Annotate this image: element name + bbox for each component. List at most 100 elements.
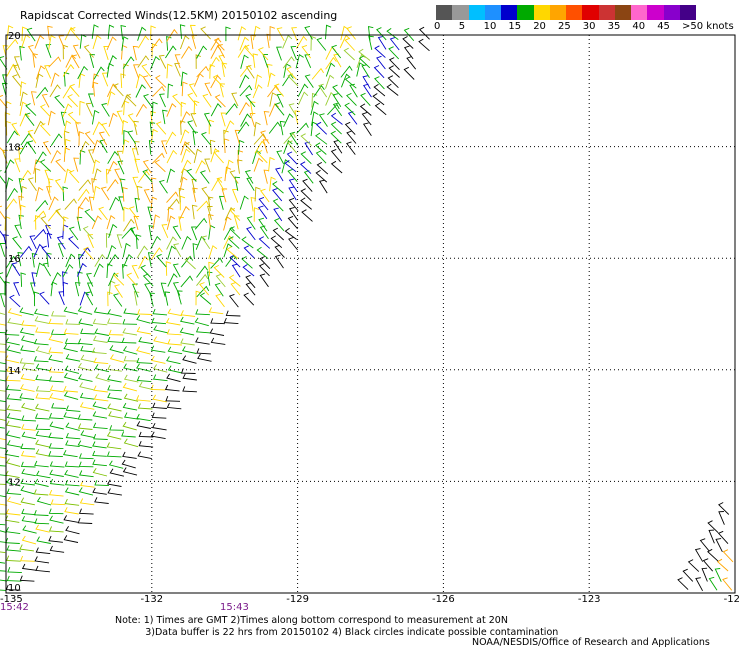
wind-barb	[402, 36, 414, 49]
wind-barb	[18, 214, 24, 230]
legend-label: 35	[607, 21, 621, 32]
wind-barb	[245, 65, 255, 79]
wind-barb	[221, 188, 228, 203]
wind-barb	[344, 102, 356, 116]
wind-barb	[20, 443, 36, 450]
wind-barb	[152, 374, 168, 382]
wind-barb	[0, 370, 7, 372]
wind-barb	[21, 508, 36, 516]
wind-barb	[78, 246, 91, 260]
wind-barb	[315, 170, 328, 183]
wind-barb	[50, 72, 60, 87]
wind-barb	[64, 26, 76, 41]
wind-barb	[327, 103, 340, 116]
wind-barb	[48, 526, 64, 533]
wind-barb	[92, 441, 107, 449]
wind-barb	[78, 453, 94, 460]
wind-barb	[33, 291, 40, 307]
wind-barb	[262, 53, 269, 68]
wind-barb	[50, 133, 63, 147]
wind-barb	[189, 24, 196, 39]
wind-barb	[136, 421, 151, 429]
wind-barb	[344, 37, 356, 51]
wind-barb	[316, 162, 329, 175]
wind-barb	[273, 207, 283, 222]
wind-barb	[50, 149, 62, 164]
wind-barb	[92, 401, 107, 410]
wind-barb	[318, 113, 328, 127]
wind-barb	[80, 430, 95, 439]
wind-barb	[418, 38, 430, 52]
wind-barb	[362, 122, 372, 137]
wind-barb	[79, 149, 86, 165]
wind-barb	[93, 307, 109, 315]
wind-barb	[107, 385, 122, 392]
wind-barb	[48, 367, 64, 374]
wind-barb	[136, 363, 151, 372]
wind-barb	[92, 450, 107, 457]
wind-barb	[137, 309, 152, 315]
wind-barb	[64, 168, 73, 184]
wind-barb	[231, 92, 239, 107]
wind-barb	[50, 329, 66, 336]
wind-barb	[48, 56, 62, 68]
wind-barb	[150, 111, 156, 126]
wind-barb	[122, 451, 137, 459]
wind-barb	[20, 555, 35, 562]
legend-swatch	[566, 5, 583, 20]
wind-barb	[263, 110, 270, 126]
wind-barb	[64, 498, 80, 506]
legend-swatch	[549, 5, 566, 20]
wind-barb	[20, 204, 26, 220]
wind-barb	[330, 121, 342, 135]
wind-barb	[258, 196, 269, 211]
wind-barb	[108, 112, 118, 128]
wind-barb	[109, 468, 125, 477]
wind-barb	[152, 422, 167, 431]
wind-barb	[21, 424, 36, 431]
wind-barb	[35, 374, 50, 382]
time-label: 15:42	[0, 602, 29, 613]
wind-barb	[360, 92, 371, 107]
wind-barb	[165, 131, 177, 145]
wind-barb	[48, 376, 64, 383]
wind-barb	[6, 384, 21, 391]
wind-barb	[107, 488, 122, 496]
wind-barb	[132, 283, 139, 298]
wind-barb	[166, 215, 176, 230]
wind-barb	[158, 179, 168, 194]
wind-barb	[0, 147, 6, 154]
wind-barb	[80, 328, 95, 335]
wind-barb	[165, 261, 172, 276]
wind-barb	[17, 251, 24, 267]
wind-barb	[213, 150, 224, 164]
wind-barb	[225, 103, 238, 115]
wind-barb	[210, 318, 225, 325]
wind-barb	[361, 111, 372, 126]
wind-barb	[0, 224, 6, 238]
wind-barb	[79, 100, 85, 116]
wind-barb	[288, 103, 297, 117]
wind-barb	[196, 45, 208, 59]
wind-barb	[5, 508, 21, 516]
wind-barb	[125, 93, 137, 107]
wind-barb	[137, 451, 152, 460]
wind-barb	[42, 140, 52, 155]
wind-barb	[19, 544, 34, 552]
legend-label: 5	[458, 21, 466, 32]
wind-barb	[181, 235, 192, 250]
wind-barb	[192, 187, 198, 202]
map-title: Rapidscat Corrected Winds(12.5KM) 201501…	[20, 9, 338, 22]
wind-barb	[62, 186, 69, 202]
wind-barb	[147, 252, 154, 267]
wind-barb	[36, 496, 52, 506]
wind-barb	[19, 358, 35, 365]
wind-barb	[124, 412, 139, 420]
wind-barb	[372, 93, 385, 106]
wind-barb	[256, 246, 269, 260]
wind-barb	[245, 274, 256, 289]
wind-barb	[289, 131, 299, 146]
wind-barb	[252, 53, 259, 68]
wind-barb	[194, 217, 208, 230]
wind-barb	[377, 35, 387, 50]
